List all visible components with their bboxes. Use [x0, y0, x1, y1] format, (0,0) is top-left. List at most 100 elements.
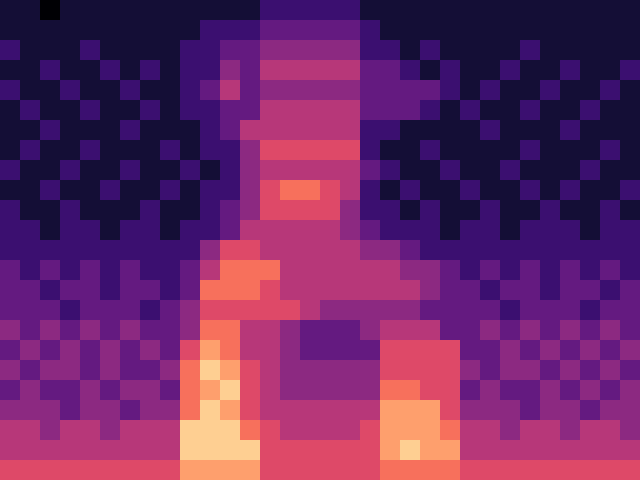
cell: [600, 460, 621, 480]
cell: [80, 300, 101, 321]
cell: [480, 60, 501, 81]
cell: [200, 440, 221, 461]
cell: [500, 220, 521, 241]
cell: [540, 200, 561, 221]
cell: [280, 360, 301, 381]
cell: [180, 280, 201, 301]
cell: [320, 240, 341, 261]
cell: [420, 240, 441, 261]
cell: [560, 0, 581, 21]
cell: [60, 60, 81, 81]
cell: [160, 200, 181, 221]
cell: [440, 0, 461, 21]
cell: [300, 0, 321, 21]
cell: [440, 60, 461, 81]
cell: [300, 360, 321, 381]
cell: [340, 100, 361, 121]
cell: [120, 280, 141, 301]
cell: [460, 300, 481, 321]
cell: [560, 420, 581, 441]
cell: [580, 60, 601, 81]
cell: [460, 460, 481, 480]
cell: [300, 380, 321, 401]
cell: [380, 300, 401, 321]
cell: [620, 360, 640, 381]
cell: [200, 0, 221, 21]
cell: [360, 360, 381, 381]
cell: [320, 160, 341, 181]
cell: [480, 140, 501, 161]
cell: [200, 20, 221, 41]
cell: [600, 240, 621, 261]
cell: [440, 420, 461, 441]
cell: [20, 440, 41, 461]
cell: [360, 60, 381, 81]
cell: [460, 180, 481, 201]
cell: [280, 180, 301, 201]
cell: [220, 240, 241, 261]
cell: [600, 320, 621, 341]
cell: [180, 400, 201, 421]
cell: [560, 160, 581, 181]
cell: [620, 420, 640, 441]
cell: [80, 200, 101, 221]
cell: [0, 380, 21, 401]
cell: [220, 140, 241, 161]
cell: [320, 180, 341, 201]
cell: [360, 380, 381, 401]
cell: [280, 380, 301, 401]
cell: [240, 100, 261, 121]
cell: [380, 440, 401, 461]
cell: [240, 80, 261, 101]
cell: [480, 260, 501, 281]
cell: [260, 120, 281, 141]
cell: [240, 380, 261, 401]
cell: [520, 300, 541, 321]
cell: [600, 260, 621, 281]
cell: [380, 320, 401, 341]
cell: [320, 40, 341, 61]
cell: [600, 400, 621, 421]
cell: [600, 300, 621, 321]
cell: [220, 60, 241, 81]
cell: [440, 440, 461, 461]
cell: [20, 360, 41, 381]
cell: [400, 60, 421, 81]
cell: [220, 180, 241, 201]
cell: [480, 420, 501, 441]
cell: [620, 140, 640, 161]
cell: [520, 440, 541, 461]
cell: [480, 340, 501, 361]
cell: [620, 460, 640, 480]
cell: [180, 160, 201, 181]
cell: [400, 200, 421, 221]
cell: [340, 440, 361, 461]
cell: [620, 320, 640, 341]
cell: [220, 280, 241, 301]
cell: [620, 60, 640, 81]
cell: [320, 80, 341, 101]
cell: [380, 80, 401, 101]
cell: [220, 400, 241, 421]
cell: [0, 180, 21, 201]
cell: [180, 40, 201, 61]
cell: [340, 260, 361, 281]
cell: [340, 340, 361, 361]
cell: [580, 120, 601, 141]
cell: [0, 320, 21, 341]
cell: [160, 40, 181, 61]
cell: [500, 40, 521, 61]
cell: [320, 0, 341, 21]
cell: [580, 20, 601, 41]
cell: [240, 140, 261, 161]
cell: [0, 140, 21, 161]
cell: [140, 40, 161, 61]
cell: [80, 320, 101, 341]
cell: [40, 0, 61, 21]
cell: [160, 380, 181, 401]
cell: [540, 120, 561, 141]
cell: [40, 120, 61, 141]
cell: [340, 320, 361, 341]
cell: [520, 340, 541, 361]
cell: [600, 200, 621, 221]
